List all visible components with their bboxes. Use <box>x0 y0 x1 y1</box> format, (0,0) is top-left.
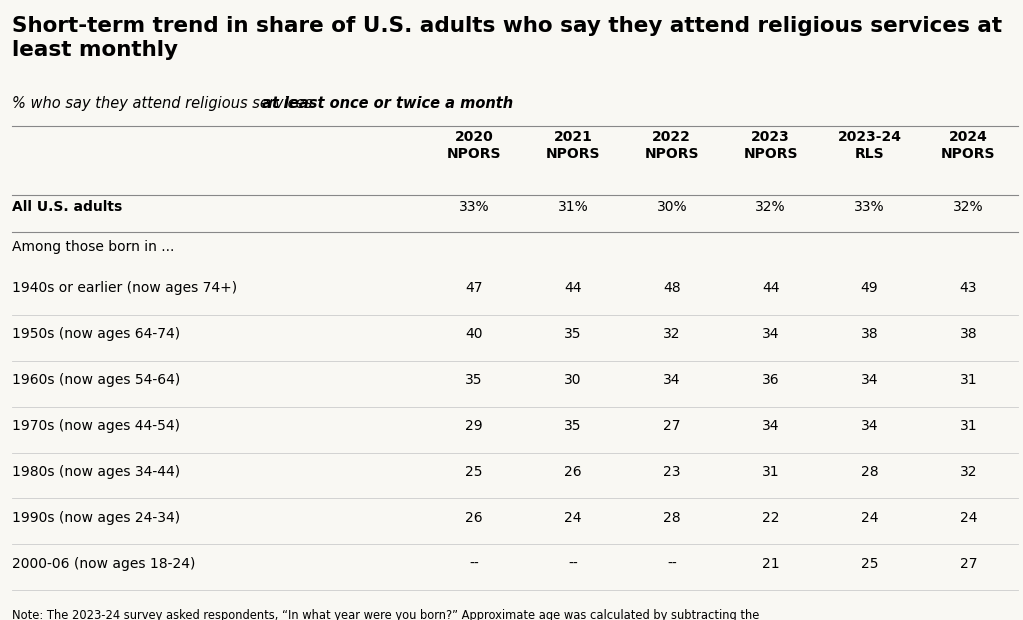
Text: 1940s or earlier (now ages 74+): 1940s or earlier (now ages 74+) <box>12 281 237 296</box>
Text: 38: 38 <box>960 327 977 342</box>
Text: 27: 27 <box>960 557 977 571</box>
Text: 23: 23 <box>663 465 680 479</box>
Text: 2021
NPORS: 2021 NPORS <box>545 130 601 161</box>
Text: 35: 35 <box>465 373 483 388</box>
Text: 36: 36 <box>762 373 780 388</box>
Text: 2020
NPORS: 2020 NPORS <box>447 130 501 161</box>
Text: 22: 22 <box>762 511 780 525</box>
Text: 21: 21 <box>762 557 780 571</box>
Text: 24: 24 <box>860 511 879 525</box>
Text: 38: 38 <box>860 327 879 342</box>
Text: 47: 47 <box>465 281 483 296</box>
Text: Short-term trend in share of U.S. adults who say they attend religious services : Short-term trend in share of U.S. adults… <box>12 16 1003 60</box>
Text: 2024
NPORS: 2024 NPORS <box>941 130 995 161</box>
Text: 48: 48 <box>663 281 680 296</box>
Text: 26: 26 <box>564 465 582 479</box>
Text: 24: 24 <box>960 511 977 525</box>
Text: 24: 24 <box>564 511 582 525</box>
Text: 25: 25 <box>465 465 483 479</box>
Text: 34: 34 <box>663 373 680 388</box>
Text: 2023-24
RLS: 2023-24 RLS <box>838 130 901 161</box>
Text: 29: 29 <box>465 419 483 433</box>
Text: 28: 28 <box>663 511 680 525</box>
Text: Among those born in ...: Among those born in ... <box>12 240 175 254</box>
Text: 43: 43 <box>960 281 977 296</box>
Text: 32: 32 <box>960 465 977 479</box>
Text: 1990s (now ages 24-34): 1990s (now ages 24-34) <box>12 511 180 525</box>
Text: --: -- <box>667 557 676 571</box>
Text: --: -- <box>470 557 479 571</box>
Text: All U.S. adults: All U.S. adults <box>12 200 123 214</box>
Text: 34: 34 <box>762 327 780 342</box>
Text: 40: 40 <box>465 327 483 342</box>
Text: 31%: 31% <box>558 200 588 214</box>
Text: 35: 35 <box>564 419 582 433</box>
Text: 44: 44 <box>564 281 582 296</box>
Text: 25: 25 <box>860 557 879 571</box>
Text: 1960s (now ages 54-64): 1960s (now ages 54-64) <box>12 373 180 388</box>
Text: --: -- <box>568 557 578 571</box>
Text: 31: 31 <box>960 373 977 388</box>
Text: 2023
NPORS: 2023 NPORS <box>744 130 798 161</box>
Text: 34: 34 <box>762 419 780 433</box>
Text: 1980s (now ages 34-44): 1980s (now ages 34-44) <box>12 465 180 479</box>
Text: 34: 34 <box>860 373 879 388</box>
Text: 33%: 33% <box>458 200 489 214</box>
Text: at least once or twice a month: at least once or twice a month <box>262 96 513 111</box>
Text: 30%: 30% <box>657 200 687 214</box>
Text: 26: 26 <box>465 511 483 525</box>
Text: 1950s (now ages 64-74): 1950s (now ages 64-74) <box>12 327 180 342</box>
Text: 31: 31 <box>762 465 780 479</box>
Text: 32: 32 <box>663 327 680 342</box>
Text: Note: The 2023-24 survey asked respondents, “In what year were you born?” Approx: Note: The 2023-24 survey asked responden… <box>12 609 810 620</box>
Text: 1970s (now ages 44-54): 1970s (now ages 44-54) <box>12 419 180 433</box>
Text: 2000-06 (now ages 18-24): 2000-06 (now ages 18-24) <box>12 557 195 571</box>
Text: 35: 35 <box>564 327 582 342</box>
Text: 28: 28 <box>860 465 879 479</box>
Text: 33%: 33% <box>854 200 885 214</box>
Text: 34: 34 <box>860 419 879 433</box>
Text: 2022
NPORS: 2022 NPORS <box>644 130 699 161</box>
Text: 44: 44 <box>762 281 780 296</box>
Text: 32%: 32% <box>953 200 984 214</box>
Text: 31: 31 <box>960 419 977 433</box>
Text: 32%: 32% <box>755 200 786 214</box>
Text: 27: 27 <box>663 419 680 433</box>
Text: 30: 30 <box>564 373 582 388</box>
Text: % who say they attend religious services: % who say they attend religious services <box>12 96 317 111</box>
Text: 49: 49 <box>860 281 879 296</box>
